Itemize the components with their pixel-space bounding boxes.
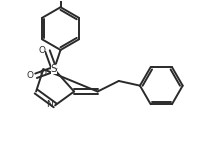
Text: O: O — [27, 71, 34, 80]
Text: S: S — [50, 64, 57, 74]
Text: N: N — [46, 100, 52, 109]
Text: O: O — [38, 46, 45, 55]
Text: O: O — [40, 69, 47, 79]
